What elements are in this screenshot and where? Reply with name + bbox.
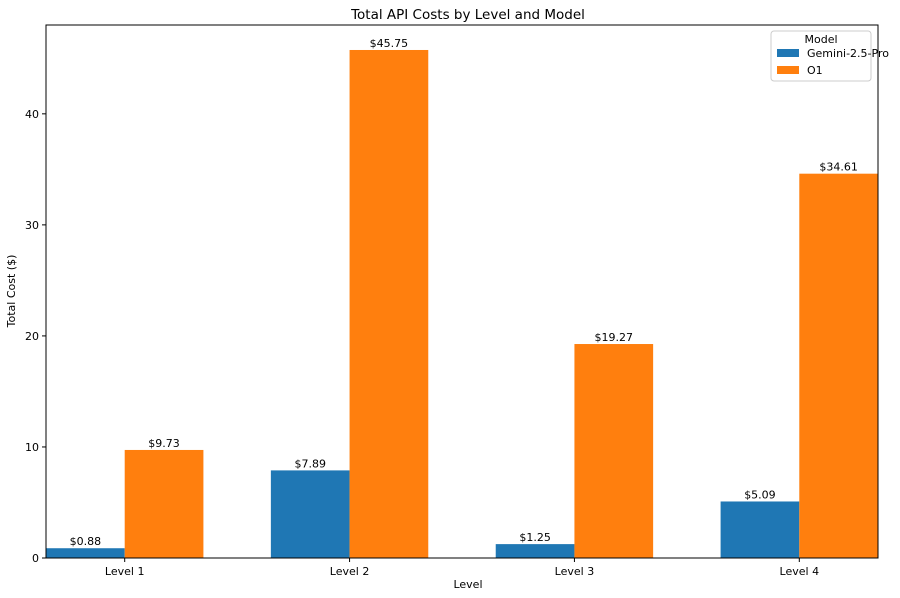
bar-gemini-2-5-pro-2 (270, 470, 350, 558)
x-axis-title: Level (453, 578, 482, 591)
x-tick-label: Level 2 (330, 565, 370, 578)
y-tick-label: 10 (25, 441, 39, 454)
bar-gemini-2-5-pro-4 (720, 501, 800, 558)
bar-o1-1 (124, 449, 204, 558)
bar-o1-4 (799, 173, 878, 558)
bar-value-label: $1.25 (519, 531, 551, 544)
legend-title: Model (804, 33, 837, 46)
legend-label-gemini: Gemini-2.5-Pro (807, 47, 889, 60)
bars-group (46, 49, 878, 558)
legend: Model Gemini-2.5-Pro O1 (770, 30, 889, 82)
y-tick-label: 30 (25, 219, 39, 232)
x-tick-label: Level 1 (105, 565, 145, 578)
bar-value-label: $34.61 (819, 161, 858, 174)
x-axis: Level 1 Level 2 Level 3 Level 4 (105, 558, 819, 578)
x-tick-label: Level 4 (780, 565, 820, 578)
legend-swatch-o1 (777, 66, 799, 74)
y-tick-label: 40 (25, 108, 39, 121)
bar-value-label: $19.27 (595, 331, 634, 344)
bar-value-label: $0.88 (70, 535, 102, 548)
bar-o1-2 (349, 49, 429, 558)
y-tick-label: 20 (25, 330, 39, 343)
bar-gemini-2-5-pro-1 (46, 548, 125, 558)
bar-value-label: $9.73 (148, 437, 180, 450)
chart-title: Total API Costs by Level and Model (350, 7, 585, 23)
legend-swatch-gemini (777, 49, 799, 57)
bar-value-label: $45.75 (370, 37, 409, 50)
bar-value-label: $7.89 (294, 457, 326, 470)
bar-gemini-2-5-pro-3 (495, 544, 575, 558)
y-axis: 0 10 20 30 40 (25, 108, 46, 565)
bar-o1-3 (574, 344, 654, 558)
y-axis-title: Total Cost ($) (5, 255, 18, 329)
bar-value-label: $5.09 (744, 488, 776, 501)
bar-labels-group: $0.88 $7.89 $1.25 $5.09 $9.73 $45.75 $19.27 $34… (70, 37, 858, 548)
x-tick-label: Level 3 (555, 565, 595, 578)
plot-frame (45, 24, 879, 559)
legend-label-o1: O1 (807, 64, 823, 77)
y-tick-label: 0 (32, 552, 39, 565)
